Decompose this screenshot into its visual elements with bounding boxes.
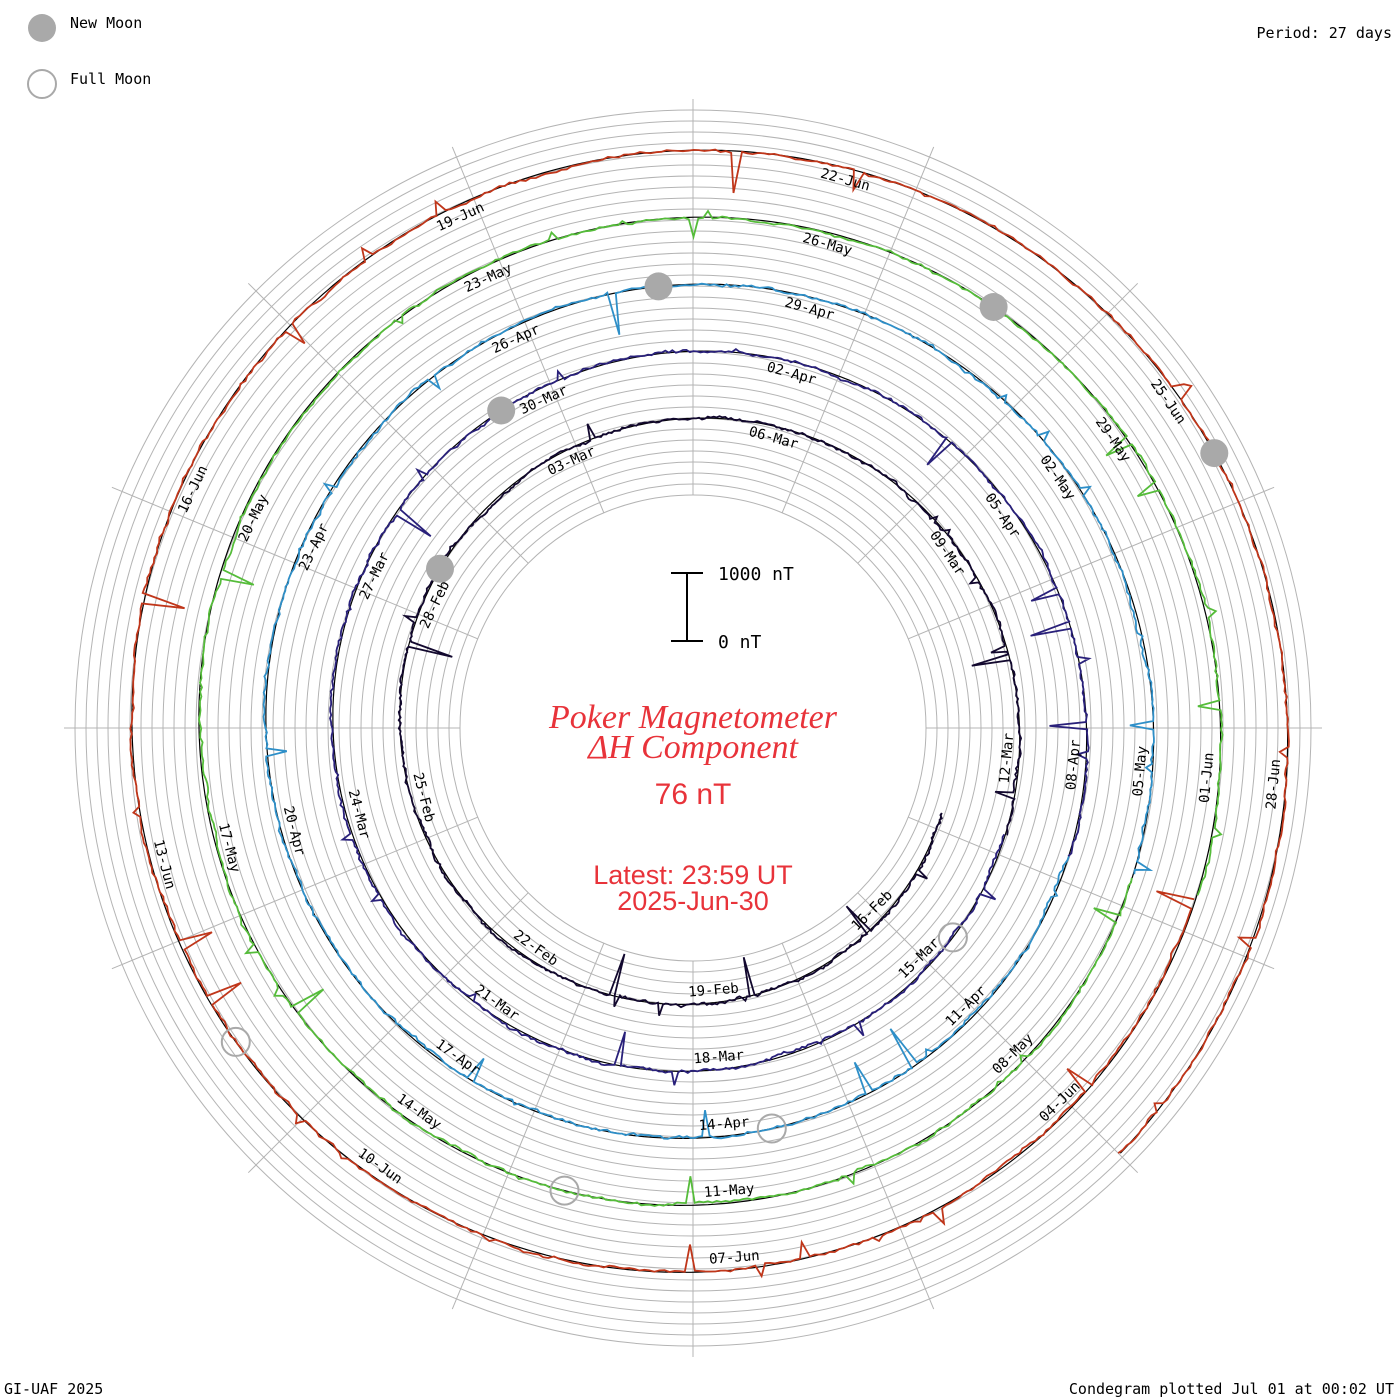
latest-time: Latest: 23:59 UT [593, 860, 793, 890]
moon-markers [220, 272, 1229, 1206]
data-trace-2025-02-14 [397, 415, 1023, 1016]
current-value: 76 nT [655, 778, 732, 811]
data-trace-2025-05-06 [198, 209, 1224, 1207]
latest-date: 2025-Jun-30 [617, 886, 769, 916]
date-label: 02-Apr [765, 359, 818, 388]
data-trace-2025-03-13 [329, 347, 1092, 1086]
new-moon-marker [426, 554, 454, 583]
radial-grid-line [111, 816, 478, 970]
date-label: 12-Mar [997, 732, 1018, 784]
new-moon-legend-label: New Moon [70, 14, 142, 32]
date-label: 26-Apr [490, 321, 543, 357]
date-label: 05-May [1130, 745, 1151, 797]
period-label: Period: 27 days [1257, 24, 1392, 42]
date-label: 18-Mar [693, 1047, 745, 1067]
date-label: 19-Feb [688, 981, 740, 1001]
chart-subtitle: ΔH Component [586, 729, 799, 766]
full-moon-marker [756, 1113, 787, 1144]
radial-grid-line [781, 943, 935, 1310]
date-label: 17-May [215, 821, 243, 874]
data-traces [129, 148, 1290, 1279]
date-label: 24-Mar [345, 788, 373, 841]
date-label: 22-Jun [819, 166, 872, 195]
radial-grid-line [857, 892, 1139, 1174]
radial-grid-line [781, 146, 935, 513]
chart-title: Poker Magnetometer [548, 699, 838, 736]
new-moon-marker [1200, 439, 1229, 468]
footer-plot-time: Condegram plotted Jul 01 at 00:02 UT [1069, 1380, 1394, 1398]
data-trace-2025-04-09 [262, 282, 1155, 1140]
radial-grid-line [908, 816, 1275, 970]
full-moon-marker [937, 922, 968, 953]
radial-grid-line [908, 486, 1275, 640]
date-label: 28-Jun [1263, 758, 1284, 810]
scale-bar [671, 572, 703, 642]
radial-grid-line [451, 146, 605, 513]
full-moon-legend-icon [27, 69, 57, 99]
new-moon-marker [979, 293, 1008, 321]
full-moon-marker [549, 1175, 580, 1206]
date-label: 11-May [703, 1181, 755, 1201]
data-trace-2025-06-02 [129, 148, 1290, 1279]
new-moon-marker [487, 396, 516, 425]
new-moon-marker [644, 272, 673, 301]
scale-bottom-label: 0 nT [718, 632, 762, 653]
scale-top-label: 1000 nT [718, 564, 794, 585]
date-label: 08-Apr [1063, 739, 1084, 791]
date-label: 13-Jun [150, 838, 178, 891]
date-label: 14-Apr [698, 1114, 750, 1134]
full-moon-marker [220, 1026, 251, 1057]
radial-grid-line [857, 282, 1139, 564]
full-moon-legend-label: Full Moon [70, 70, 151, 88]
date-label: 07-Jun [709, 1248, 761, 1268]
new-moon-legend-icon [28, 14, 56, 42]
date-label: 01-Jun [1197, 752, 1218, 804]
radial-grid-lines [64, 99, 1322, 1357]
radial-grid-line [451, 943, 605, 1310]
footer-credit: GI-UAF 2025 [4, 1380, 103, 1398]
radial-grid-line [247, 892, 529, 1174]
